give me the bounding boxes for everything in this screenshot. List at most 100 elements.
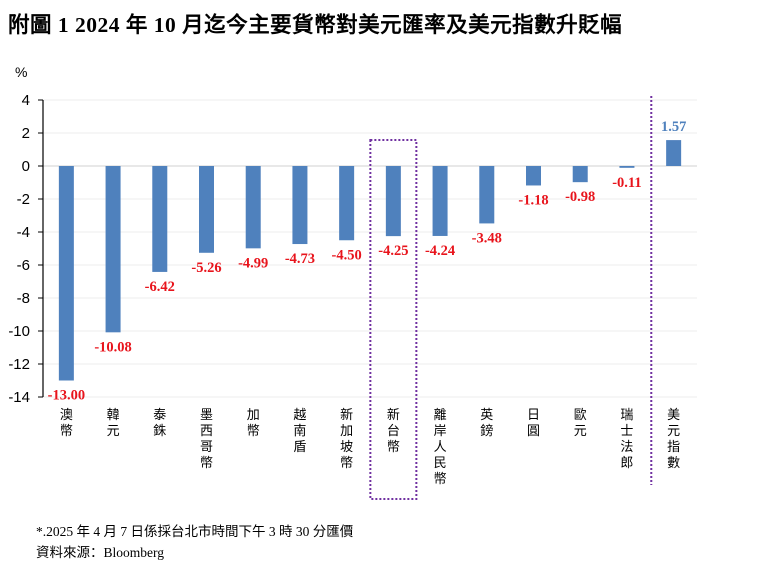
- y-tick-label: -4: [17, 224, 30, 241]
- category-label-char: 南: [293, 423, 306, 439]
- y-axis-unit-label: %: [15, 64, 28, 80]
- category-label-char: 銖: [153, 423, 166, 439]
- bar-泰銖: [152, 166, 168, 272]
- y-tick-label: 0: [22, 158, 30, 175]
- category-label-char: 幣: [387, 440, 400, 455]
- y-tick-label: -14: [8, 389, 30, 406]
- category-label: 歐元: [574, 408, 587, 439]
- category-label-char: 美: [667, 408, 680, 423]
- data-label: 1.57: [661, 119, 686, 135]
- category-label-char: 幣: [247, 424, 260, 439]
- y-axis: 4 2 0 -2 -4 -6 -8 -10 -12 -14: [8, 92, 44, 406]
- category-label-char: 英: [480, 408, 493, 423]
- chart-title: 附圖 1 2024 年 10 月迄今主要貨幣對美元匯率及美元指數升貶幅: [8, 13, 623, 37]
- bar-新加坡幣: [339, 166, 355, 241]
- category-label-char: 離: [434, 408, 447, 423]
- data-label: -4.99: [238, 255, 268, 271]
- category-label-char: 幣: [434, 472, 447, 487]
- bar-歐元: [572, 166, 588, 183]
- data-label: -0.11: [612, 175, 641, 191]
- bars: [58, 140, 682, 381]
- data-label: -0.98: [565, 189, 595, 205]
- bar-越南盾: [292, 166, 308, 245]
- data-label: -4.25: [378, 243, 408, 259]
- category-label: 美元指數: [667, 408, 680, 471]
- category-label-char: 元: [107, 424, 120, 439]
- category-label-char: 韓: [107, 408, 120, 423]
- category-label-char: 盾: [293, 440, 306, 455]
- category-label-char: 元: [667, 424, 680, 439]
- category-label-char: 台: [387, 424, 400, 439]
- category-label: 新台幣: [387, 407, 400, 455]
- category-label-char: 新: [387, 407, 400, 423]
- category-label: 越南盾: [293, 408, 306, 455]
- highlight-box: [369, 139, 418, 500]
- bar-英鎊: [479, 166, 495, 224]
- bar-韓元: [105, 166, 121, 333]
- category-label-char: 鎊: [480, 423, 493, 439]
- y-tick-label: -6: [17, 257, 30, 274]
- category-label-char: 日: [527, 408, 540, 423]
- bar-瑞士法郎: [619, 166, 635, 168]
- category-labels: 澳幣韓元泰銖墨西哥幣加幣越南盾新加坡幣新台幣離岸人民幣英鎊日圓歐元瑞士法郎美元指…: [60, 407, 680, 487]
- category-label-char: 坡: [340, 440, 353, 455]
- category-label-char: 新: [340, 407, 353, 423]
- category-label-char: 指: [667, 440, 680, 455]
- category-label-char: 士: [620, 424, 633, 439]
- category-label-char: 墨: [200, 408, 213, 423]
- category-label-char: 幣: [340, 456, 353, 471]
- category-label-char: 加: [340, 424, 353, 439]
- category-label-char: 幣: [200, 456, 213, 471]
- data-label: -4.73: [285, 251, 315, 267]
- highlight-box-group: [369, 139, 418, 500]
- source-note: 資料來源：Bloomberg: [36, 545, 164, 560]
- category-label: 英鎊: [480, 408, 493, 439]
- bar-加幣: [245, 166, 261, 249]
- data-label: -4.24: [425, 243, 455, 259]
- bar-澳幣: [58, 166, 74, 381]
- category-label-char: 幣: [60, 424, 73, 439]
- category-label: 加幣: [247, 408, 260, 439]
- category-label-char: 泰: [153, 408, 166, 423]
- y-tick-label: -12: [8, 356, 30, 373]
- category-label-char: 加: [247, 408, 260, 423]
- category-label: 日圓: [527, 408, 540, 439]
- bar-日圓: [526, 166, 541, 186]
- category-label-char: 瑞: [620, 408, 633, 423]
- data-label: -6.42: [145, 279, 175, 295]
- data-label: -10.08: [94, 339, 131, 355]
- category-label-char: 西: [200, 424, 213, 439]
- y-tick-label: -8: [17, 290, 30, 307]
- category-label-char: 民: [434, 456, 447, 471]
- y-tick-label: 2: [22, 125, 30, 142]
- category-label-char: 元: [574, 424, 587, 439]
- y-tick-label: 4: [22, 92, 30, 109]
- category-label-char: 郎: [620, 456, 633, 471]
- data-label: -1.18: [518, 192, 548, 208]
- data-label: -13.00: [48, 388, 85, 404]
- data-label: -5.26: [191, 260, 221, 276]
- bar-新台幣: [385, 166, 401, 237]
- category-label: 泰銖: [153, 408, 166, 439]
- y-tick-label: -2: [17, 191, 30, 208]
- category-label: 澳幣: [60, 407, 73, 439]
- category-label-char: 圓: [527, 424, 540, 439]
- data-labels: -13.00 -10.08 -6.42 -5.26 -4.99 -4.73 -4.50 -4.…: [48, 119, 687, 403]
- data-label: -4.50: [332, 247, 362, 263]
- category-label-char: 岸: [434, 424, 447, 439]
- category-label-char: 哥: [200, 440, 213, 455]
- category-label: 韓元: [107, 408, 120, 439]
- category-label-char: 澳: [60, 407, 73, 423]
- category-label-char: 數: [667, 456, 680, 471]
- bar-美元指數: [666, 140, 682, 166]
- category-label-char: 越: [293, 408, 306, 423]
- category-label-char: 歐: [574, 408, 587, 423]
- category-label-char: 法: [620, 440, 633, 455]
- category-label-char: 人: [434, 440, 447, 455]
- y-tick-label: -10: [8, 323, 30, 340]
